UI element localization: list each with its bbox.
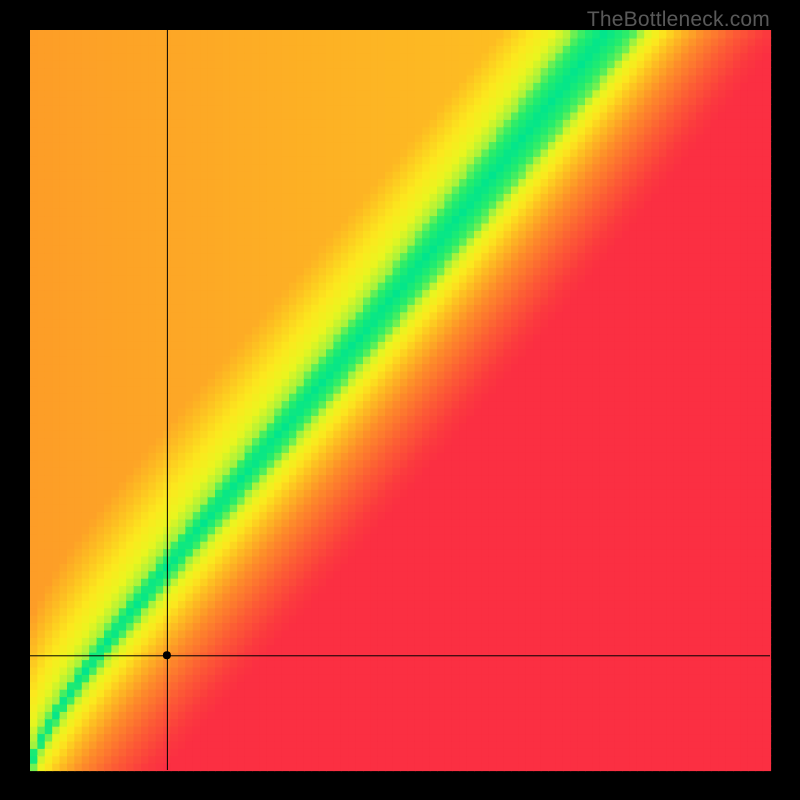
chart-container: TheBottleneck.com — [0, 0, 800, 800]
watermark-text: TheBottleneck.com — [587, 8, 770, 32]
bottleneck-heatmap — [0, 0, 800, 800]
